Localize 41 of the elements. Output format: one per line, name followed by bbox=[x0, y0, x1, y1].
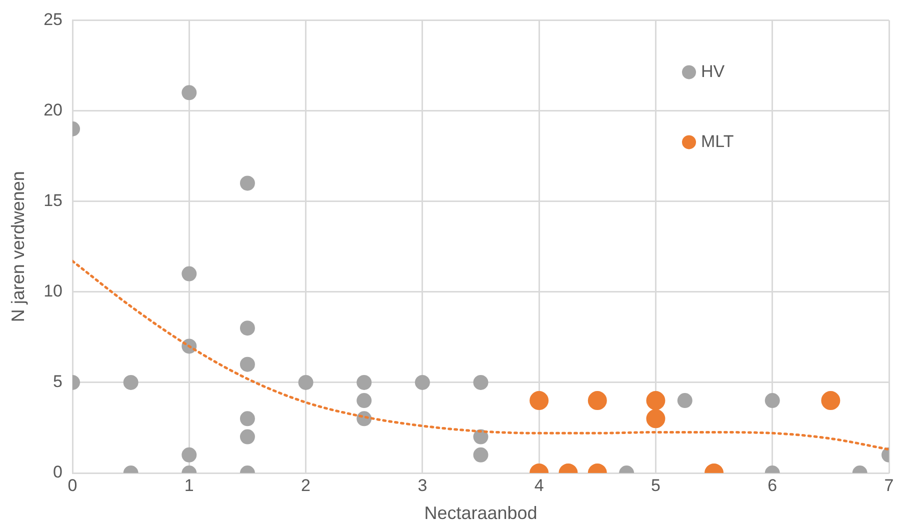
x-tick-label: 4 bbox=[534, 476, 544, 495]
y-tick-label: 25 bbox=[44, 10, 63, 29]
y-tick-label: 5 bbox=[53, 372, 63, 392]
x-tick-label: 0 bbox=[68, 476, 78, 495]
point bbox=[298, 374, 314, 390]
point bbox=[764, 393, 780, 408]
point bbox=[123, 374, 138, 390]
point bbox=[646, 409, 666, 428]
point bbox=[473, 374, 488, 390]
x-tick-label: 6 bbox=[768, 476, 778, 495]
point bbox=[821, 391, 840, 410]
point bbox=[182, 266, 197, 282]
point bbox=[646, 391, 666, 410]
x-tick-label: 3 bbox=[418, 476, 428, 495]
y-axis-title: N jaren verdwenen bbox=[8, 171, 28, 322]
point bbox=[240, 411, 255, 426]
point bbox=[588, 391, 607, 410]
x-tick-label: 1 bbox=[184, 476, 194, 495]
point bbox=[530, 391, 549, 410]
point bbox=[240, 320, 255, 336]
x-axis-title: Nectaraanbod bbox=[424, 503, 538, 524]
point bbox=[356, 374, 372, 390]
legend-label: HV bbox=[701, 62, 726, 81]
y-tick-label: 15 bbox=[44, 191, 63, 210]
point bbox=[182, 447, 197, 462]
point bbox=[414, 374, 430, 390]
point bbox=[240, 176, 255, 191]
y-tick-label: 20 bbox=[44, 100, 63, 120]
point bbox=[240, 429, 255, 444]
point bbox=[240, 356, 255, 372]
point bbox=[677, 393, 692, 408]
point bbox=[182, 85, 197, 100]
legend-label: MLT bbox=[701, 132, 734, 151]
x-tick-label: 5 bbox=[650, 476, 660, 495]
y-tick-label: 0 bbox=[53, 462, 63, 482]
point bbox=[473, 429, 488, 444]
point bbox=[356, 393, 372, 408]
point bbox=[473, 447, 488, 462]
y-tick-label: 10 bbox=[44, 282, 63, 301]
x-tick-label: 2 bbox=[301, 476, 311, 495]
x-tick-label: 7 bbox=[884, 476, 894, 495]
